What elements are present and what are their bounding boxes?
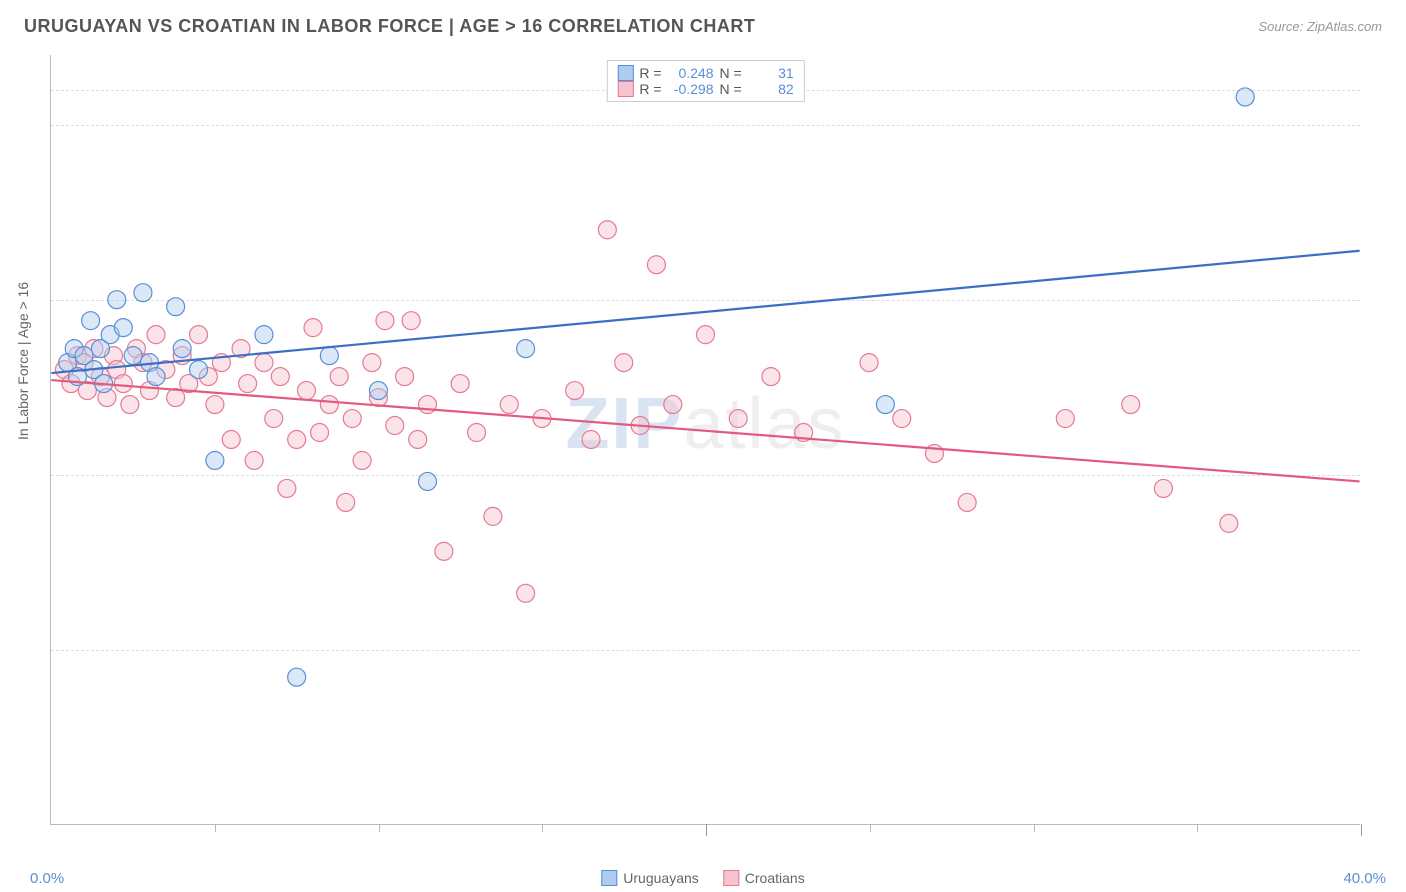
- x-axis-max-label: 40.0%: [1343, 870, 1386, 887]
- swatch-croatians-icon: [723, 870, 739, 886]
- x-axis-min-label: 0.0%: [30, 870, 64, 887]
- correlation-legend: R = 0.248 N = 31 R = -0.298 N = 82: [606, 60, 804, 102]
- legend-item-uruguayans: Uruguayans: [601, 870, 699, 886]
- x-tick: [1034, 824, 1035, 832]
- legend-row-croatians: R = -0.298 N = 82: [617, 81, 793, 97]
- plot-area: ZIPatlas R = 0.248 N = 31 R = -0.298 N =…: [50, 55, 1360, 825]
- x-tick: [215, 824, 216, 832]
- x-tick-major: [1361, 824, 1362, 836]
- series-legend: Uruguayans Croatians: [601, 870, 804, 886]
- swatch-uruguayans-icon: [617, 65, 633, 81]
- x-tick: [870, 824, 871, 832]
- legend-row-uruguayans: R = 0.248 N = 31: [617, 65, 793, 81]
- x-tick: [542, 824, 543, 832]
- x-tick-major: [706, 824, 707, 836]
- swatch-croatians-icon: [617, 81, 633, 97]
- x-tick: [1197, 824, 1198, 832]
- swatch-uruguayans-icon: [601, 870, 617, 886]
- chart-svg: [51, 55, 1360, 824]
- y-axis-label: In Labor Force | Age > 16: [15, 282, 31, 440]
- chart-title: URUGUAYAN VS CROATIAN IN LABOR FORCE | A…: [24, 16, 755, 37]
- legend-item-croatians: Croatians: [723, 870, 805, 886]
- chart-source: Source: ZipAtlas.com: [1258, 19, 1382, 34]
- x-tick: [379, 824, 380, 832]
